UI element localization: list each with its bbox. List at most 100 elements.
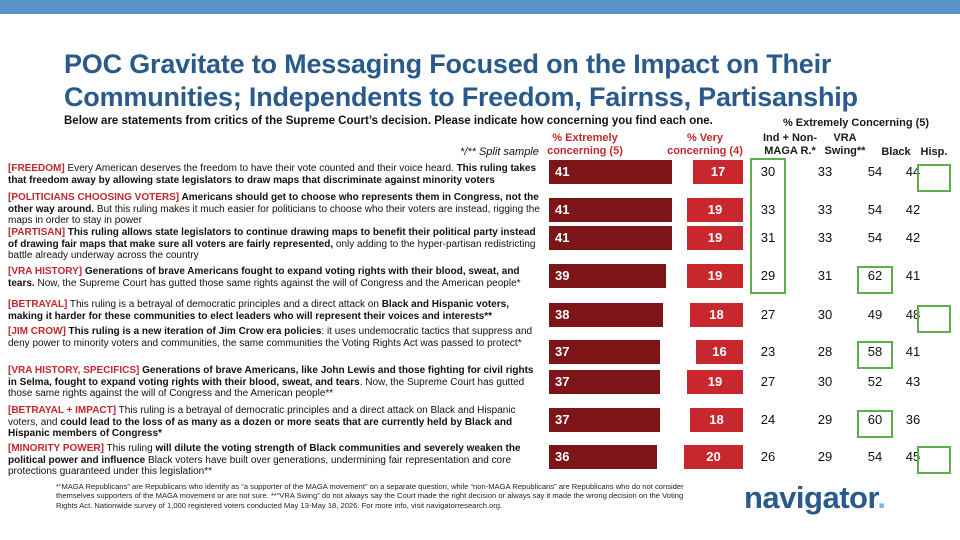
value-hisp: 41 <box>905 268 921 283</box>
statement-text-1: . Now, the Supreme Court has gutted thos… <box>8 376 525 400</box>
highlight-box-black-vra-history <box>857 266 893 294</box>
value-ind: 23 <box>760 344 776 359</box>
col-header-hisp: Hisp. <box>920 146 948 158</box>
bar-extremely-label: 39 <box>555 268 570 283</box>
statement-tag: [FREEDOM] <box>8 163 65 174</box>
statement-text: [MINORITY POWER] This ruling will dilute… <box>8 443 543 478</box>
value-vra: 33 <box>817 230 833 245</box>
bar-extremely <box>549 303 663 327</box>
highlight-box-hisp-freedom <box>917 164 951 192</box>
statement-bold-1: This ruling is a new iteration of Jim Cr… <box>65 326 322 337</box>
statement-text: [PARTISAN] This ruling allows state legi… <box>8 227 543 262</box>
statement-text: [FREEDOM] Every American deserves the fr… <box>8 163 543 186</box>
col-header-black: Black <box>881 146 911 158</box>
value-black: 54 <box>867 164 883 179</box>
bar-extremely <box>549 370 660 394</box>
bar-very <box>690 408 743 432</box>
bar-extremely-label: 41 <box>555 164 570 179</box>
value-black: 54 <box>867 449 883 464</box>
statement-text-1: This ruling is a betrayal of democratic … <box>67 299 382 310</box>
value-vra: 29 <box>817 449 833 464</box>
top-accent-bar <box>0 0 960 14</box>
bar-very-label: 19 <box>707 374 723 389</box>
value-ind: 30 <box>760 164 776 179</box>
statement-tag: [JIM CROW] <box>8 326 66 337</box>
highlight-box-hisp-minority-power <box>917 446 951 474</box>
statement-bold-2: Black and Hispanic voters, making it har… <box>8 299 509 322</box>
bar-very <box>693 160 743 184</box>
bar-very-label: 16 <box>712 344 727 359</box>
page-title: POC Gravitate to Messaging Focused on th… <box>64 49 858 112</box>
bar-very <box>687 264 743 288</box>
value-hisp: 42 <box>905 230 921 245</box>
statement-text: [BETRAYAL] This ruling is a betrayal of … <box>8 299 543 322</box>
value-vra: 33 <box>817 202 833 217</box>
statement-tag: [PARTISAN] <box>8 227 66 238</box>
bar-extremely-label: 41 <box>555 202 570 217</box>
value-black: 52 <box>867 374 883 389</box>
bar-extremely <box>549 198 672 222</box>
value-hisp: 43 <box>905 374 921 389</box>
bar-extremely <box>549 264 666 288</box>
value-ind: 26 <box>760 449 776 464</box>
bar-very-label: 17 <box>710 164 726 179</box>
value-hisp: 42 <box>905 202 921 217</box>
value-hisp: 41 <box>905 344 921 359</box>
statement-text-1: only adding to the hyper-partisan redist… <box>8 238 536 262</box>
statement-bold-1: Americans should get to choose who repre… <box>8 192 539 215</box>
statement-text: [POLITICIANS CHOOSING VOTERS] Americans … <box>8 192 543 227</box>
bar-very-label: 19 <box>707 230 723 245</box>
col-header-extremely: % Extremely concerning (5) <box>547 132 623 157</box>
statement-tag: [BETRAYAL + IMPACT] <box>8 405 117 416</box>
bar-extremely <box>549 340 660 364</box>
statement-tag: [BETRAYAL] <box>8 299 68 310</box>
logo-dot: . <box>877 480 886 515</box>
statement-tag: [VRA HISTORY, SPECIFICS] <box>8 365 140 376</box>
bar-very-label: 19 <box>707 202 723 217</box>
value-ind: 24 <box>760 412 776 427</box>
value-hisp: 44 <box>905 164 921 179</box>
bar-extremely-label: 41 <box>555 230 570 245</box>
bar-extremely-label: 37 <box>555 412 570 427</box>
statement-bold-1: Generations of brave Americans fought to… <box>8 266 520 289</box>
statement-text: [JIM CROW] This ruling is a new iteratio… <box>8 326 543 349</box>
footnote: *“MAGA Republicans” are Republicans who … <box>56 482 684 510</box>
value-vra: 30 <box>817 307 833 322</box>
value-black: 60 <box>867 412 883 427</box>
split-sample-note: */** Split sample <box>460 146 539 158</box>
value-ind: 27 <box>760 374 776 389</box>
value-black: 49 <box>867 307 883 322</box>
value-vra: 30 <box>817 374 833 389</box>
bar-extremely <box>549 160 672 184</box>
page-subtitle: Below are statements from critics of the… <box>64 115 713 127</box>
value-black: 54 <box>867 202 883 217</box>
logo-text: navigator <box>744 480 878 515</box>
col-header-ind: Ind + Non-MAGA R.* <box>762 132 818 157</box>
statement-text-1: Now, the Supreme Court has gutted those … <box>34 277 521 289</box>
bar-very-label: 19 <box>707 268 723 283</box>
statement-bold-2: This ruling takes that freedom away by a… <box>8 163 537 186</box>
bar-very <box>687 198 743 222</box>
value-ind: 27 <box>760 307 776 322</box>
bar-very <box>696 340 743 364</box>
statement-bold-1: Generations of brave Americans, like Joh… <box>8 365 534 388</box>
statement-tag: [POLITICIANS CHOOSING VOTERS] <box>8 192 180 203</box>
bar-very-label: 18 <box>709 307 724 322</box>
value-vra: 29 <box>817 412 833 427</box>
col-header-very: % Very concerning (4) <box>667 132 743 157</box>
statement-tag: [VRA HISTORY] <box>8 266 83 277</box>
highlight-box-hisp-betrayal <box>917 305 951 333</box>
statement-text-1: Every American deserves the freedom to h… <box>64 163 457 174</box>
highlight-box-ind <box>750 158 786 294</box>
bar-very <box>687 370 743 394</box>
statement-text-1: This ruling is a betrayal of democratic … <box>8 405 516 428</box>
value-vra: 31 <box>817 268 833 283</box>
statement-bold-2: could lead to the loss of as many as a d… <box>8 416 513 440</box>
bar-very <box>690 303 743 327</box>
navigator-logo: navigator. <box>744 480 886 516</box>
bar-very-label: 20 <box>706 449 721 464</box>
statement-text: [VRA HISTORY] Generations of brave Ameri… <box>8 266 543 289</box>
statement-text: [BETRAYAL + IMPACT] This ruling is a bet… <box>8 405 543 440</box>
value-hisp: 45 <box>905 449 921 464</box>
bar-extremely-label: 37 <box>555 374 570 389</box>
